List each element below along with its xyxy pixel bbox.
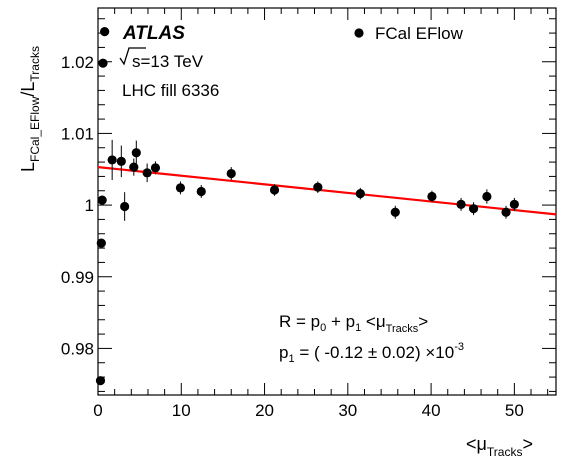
- data-point: [97, 195, 107, 205]
- data-point: [196, 186, 206, 197]
- x-tick-label: 40: [422, 401, 441, 420]
- data-point: [226, 168, 236, 179]
- data-point: [456, 199, 466, 209]
- data-point: [427, 191, 437, 202]
- data-point: [482, 191, 492, 202]
- data-point: [390, 207, 400, 217]
- data-point: [107, 155, 117, 165]
- x-tick-label: 50: [505, 401, 524, 420]
- data-point: [100, 27, 110, 37]
- sqrt-s-label: s=13 TeV: [119, 47, 204, 71]
- data-point: [313, 182, 323, 192]
- data-point: [96, 238, 106, 248]
- x-tick-label: 30: [338, 401, 357, 420]
- fill-label: LHC fill 6336: [122, 81, 219, 100]
- data-point: [501, 207, 511, 217]
- y-tick-label: 1.02: [61, 53, 94, 72]
- fit-line-group: [97, 166, 557, 216]
- legend-label: FCal EFlow: [375, 24, 464, 43]
- data-points: [95, 27, 519, 386]
- data-point: [116, 156, 126, 166]
- fit-line: [97, 166, 557, 216]
- data-point: [509, 199, 519, 209]
- y-tick-label: 1: [85, 196, 94, 215]
- y-axis-label: LFCal_EFlow/LTracks: [18, 46, 42, 172]
- data-point: [468, 204, 479, 214]
- fit-formula: R = p0 + p1 <μTracks>: [279, 312, 428, 335]
- data-point: [150, 163, 161, 173]
- legend-marker: [354, 28, 364, 38]
- x-tick-label: 20: [255, 401, 274, 420]
- data-point: [98, 58, 108, 68]
- atlas-label: ATLAS: [122, 23, 185, 44]
- x-tick-label: 0: [93, 401, 102, 420]
- axis-tick-labels: 0 10 20 30 40 50 0.98 0.99 1 1.01 1.02: [61, 53, 524, 420]
- y-tick-label: 1.01: [61, 124, 94, 143]
- data-point: [175, 183, 186, 193]
- x-axis-label: <μTracks>: [466, 434, 533, 459]
- data-point: [355, 189, 365, 199]
- data-point: [129, 162, 139, 172]
- data-point: [120, 201, 130, 212]
- p1-value: p1 = ( -0.12 ± 0.02) ×10-3: [279, 341, 464, 365]
- data-point: [142, 168, 152, 178]
- data-point: [95, 376, 106, 386]
- axis-ticks: [97, 8, 556, 395]
- data-point: [269, 185, 280, 195]
- data-point: [131, 148, 141, 158]
- sqrt-symbol-icon: [119, 47, 146, 66]
- y-tick-label: 0.98: [61, 339, 94, 358]
- energy-label: s=13 TeV: [132, 52, 204, 71]
- y-tick-label: 0.99: [61, 268, 94, 287]
- x-tick-label: 10: [172, 401, 191, 420]
